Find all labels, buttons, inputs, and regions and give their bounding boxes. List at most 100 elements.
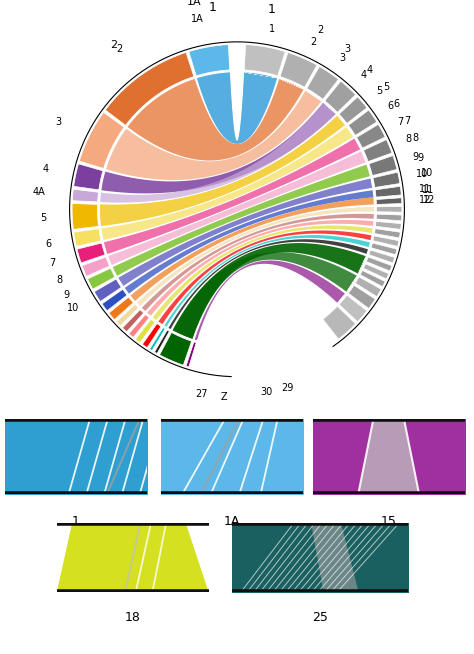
Text: 29: 29 [282,383,294,393]
Polygon shape [102,289,127,311]
Text: 9: 9 [64,290,70,300]
Polygon shape [364,139,392,162]
Text: 12: 12 [419,195,432,205]
Polygon shape [125,190,374,294]
Text: 12: 12 [423,194,436,205]
Polygon shape [142,324,161,347]
Polygon shape [356,277,381,297]
Polygon shape [280,52,317,87]
Polygon shape [348,285,375,309]
Polygon shape [88,268,115,289]
Polygon shape [104,139,360,254]
Polygon shape [339,295,367,322]
Text: 4: 4 [367,65,373,75]
Text: 10: 10 [421,169,434,179]
Polygon shape [348,110,377,135]
Polygon shape [72,203,99,230]
Polygon shape [371,243,397,254]
Text: 1: 1 [269,24,275,35]
Text: 27: 27 [195,389,208,400]
Polygon shape [311,523,358,592]
Text: 11: 11 [422,185,435,195]
Polygon shape [77,243,105,263]
Polygon shape [94,279,121,301]
Polygon shape [189,44,230,76]
Polygon shape [376,198,402,205]
Polygon shape [104,139,360,254]
Polygon shape [197,73,277,144]
Text: 2: 2 [117,44,123,54]
Polygon shape [74,164,103,190]
Polygon shape [113,165,370,276]
Text: 1: 1 [72,515,80,528]
Polygon shape [164,235,370,327]
Text: 3: 3 [339,53,345,63]
Polygon shape [374,229,400,238]
Polygon shape [197,73,277,144]
Polygon shape [57,523,209,592]
Polygon shape [118,179,372,286]
Polygon shape [358,419,419,494]
Text: 6: 6 [394,99,400,109]
Polygon shape [79,112,124,169]
Text: 6: 6 [45,239,51,249]
Polygon shape [376,214,402,221]
Text: 10: 10 [416,169,428,179]
Text: 8: 8 [406,134,412,145]
Text: 18: 18 [125,611,141,624]
Text: 7: 7 [50,258,56,268]
Text: 30: 30 [260,387,272,397]
Text: 11: 11 [419,184,431,194]
Polygon shape [108,151,366,265]
Text: 2: 2 [317,25,323,35]
Polygon shape [147,220,374,316]
Text: 1: 1 [209,1,217,14]
Text: 2: 2 [310,37,316,47]
Text: 10: 10 [67,303,79,313]
Polygon shape [150,328,165,351]
Polygon shape [325,81,356,112]
Polygon shape [158,230,372,324]
Polygon shape [100,116,345,226]
Polygon shape [100,116,345,226]
Polygon shape [160,332,191,365]
Text: 15: 15 [381,515,397,528]
Polygon shape [373,236,399,247]
Polygon shape [244,44,285,76]
Polygon shape [128,79,303,160]
Polygon shape [307,67,338,99]
Text: 9: 9 [412,152,418,162]
Polygon shape [101,127,353,240]
Text: Z: Z [221,392,228,402]
Polygon shape [323,306,356,339]
Polygon shape [101,103,336,194]
Polygon shape [369,156,397,175]
Text: 1: 1 [267,3,275,16]
Polygon shape [186,342,196,367]
Polygon shape [373,172,400,188]
Polygon shape [375,222,401,230]
Text: 5: 5 [383,82,389,92]
Text: 25: 25 [312,611,328,624]
Text: 4: 4 [42,164,48,174]
Text: 1A: 1A [191,14,203,24]
Polygon shape [137,207,374,306]
Text: 8: 8 [57,275,63,284]
Text: 9: 9 [418,152,424,163]
Polygon shape [173,252,357,339]
Polygon shape [360,271,385,286]
Text: 4A: 4A [32,188,45,198]
Polygon shape [122,309,144,332]
Polygon shape [109,297,133,320]
Polygon shape [356,124,385,148]
Text: 8: 8 [412,133,419,143]
Polygon shape [73,189,99,202]
Text: 7: 7 [404,116,410,126]
Polygon shape [113,165,370,276]
Polygon shape [369,250,395,263]
Polygon shape [376,207,402,212]
Text: 6: 6 [388,101,393,111]
Polygon shape [136,319,155,343]
Polygon shape [169,239,368,329]
Text: 3: 3 [345,44,351,54]
